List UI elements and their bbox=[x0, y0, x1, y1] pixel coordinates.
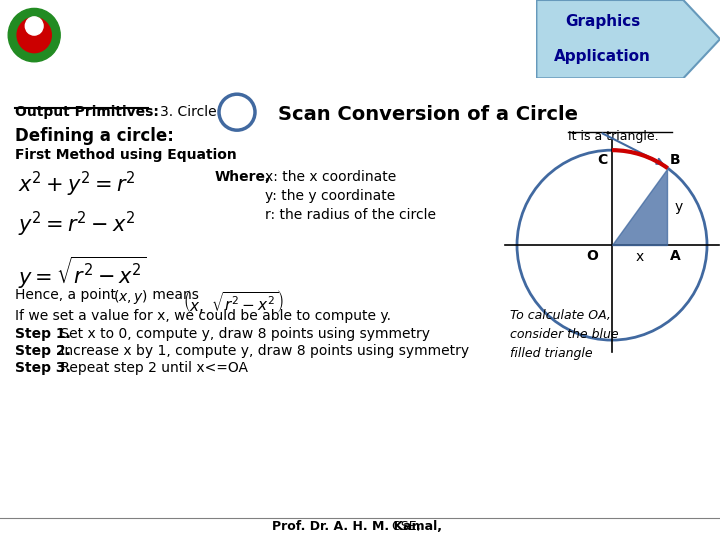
Text: $(x, y)$: $(x, y)$ bbox=[113, 288, 148, 306]
Text: First Method using Equation: First Method using Equation bbox=[15, 148, 237, 162]
Text: Step 2.: Step 2. bbox=[15, 344, 71, 358]
Polygon shape bbox=[612, 169, 667, 245]
Circle shape bbox=[25, 17, 43, 35]
Text: $y^2 = r^2 - x^2$: $y^2 = r^2 - x^2$ bbox=[18, 210, 135, 239]
Text: 3. Circle: 3. Circle bbox=[160, 105, 217, 119]
Text: x: x bbox=[635, 250, 644, 264]
Text: Repeat step 2 until x<=OA: Repeat step 2 until x<=OA bbox=[56, 361, 248, 375]
Polygon shape bbox=[536, 0, 720, 78]
Text: $x^2 + y^2 = r^2$: $x^2 + y^2 = r^2$ bbox=[18, 170, 135, 199]
Text: Hence, a point: Hence, a point bbox=[15, 288, 120, 302]
Text: r: the radius of the circle: r: the radius of the circle bbox=[265, 208, 436, 222]
Text: $y = \sqrt{r^2 - x^2}$: $y = \sqrt{r^2 - x^2}$ bbox=[18, 255, 146, 292]
Text: C: C bbox=[597, 153, 607, 167]
Text: Step 1.: Step 1. bbox=[15, 327, 71, 341]
Text: It is a triangle.: It is a triangle. bbox=[568, 130, 659, 143]
Text: r: r bbox=[632, 187, 639, 201]
Text: y: the y coordinate: y: the y coordinate bbox=[265, 189, 395, 203]
Text: Defining a circle:: Defining a circle: bbox=[15, 127, 174, 145]
Text: CSE,: CSE, bbox=[388, 520, 420, 533]
Text: Step 3.: Step 3. bbox=[15, 361, 71, 375]
Text: y: y bbox=[675, 200, 683, 214]
Text: Scan Conversion of a Circle: Scan Conversion of a Circle bbox=[278, 105, 578, 124]
Text: Where,: Where, bbox=[215, 170, 271, 184]
Text: $\left(x,\ \sqrt{r^2 - x^2}\right)$: $\left(x,\ \sqrt{r^2 - x^2}\right)$ bbox=[183, 288, 284, 315]
Text: If we set a value for x, we could be able to compute y.: If we set a value for x, we could be abl… bbox=[15, 309, 391, 323]
Text: x: the x coordinate: x: the x coordinate bbox=[265, 170, 396, 184]
Text: Increase x by 1, compute y, draw 8 points using symmetry: Increase x by 1, compute y, draw 8 point… bbox=[56, 344, 469, 358]
Text: Prof. Dr. A. H. M. Kamal,: Prof. Dr. A. H. M. Kamal, bbox=[272, 520, 442, 533]
Text: means: means bbox=[148, 288, 203, 302]
Text: A: A bbox=[670, 249, 680, 263]
Text: Graphics: Graphics bbox=[565, 15, 640, 29]
Text: O: O bbox=[586, 249, 598, 263]
Circle shape bbox=[4, 4, 64, 66]
Circle shape bbox=[8, 9, 60, 62]
Text: B: B bbox=[670, 153, 680, 167]
Text: CSE 403: Computer Graphics: CSE 403: Computer Graphics bbox=[65, 19, 557, 48]
Text: Set x to 0, compute y, draw 8 points using symmetry: Set x to 0, compute y, draw 8 points usi… bbox=[56, 327, 430, 341]
Text: Output Primitives:: Output Primitives: bbox=[15, 105, 159, 119]
Text: Application: Application bbox=[554, 49, 651, 64]
Circle shape bbox=[17, 18, 51, 53]
Text: To calculate OA,
consider the blue
filled triangle: To calculate OA, consider the blue fille… bbox=[510, 309, 618, 360]
